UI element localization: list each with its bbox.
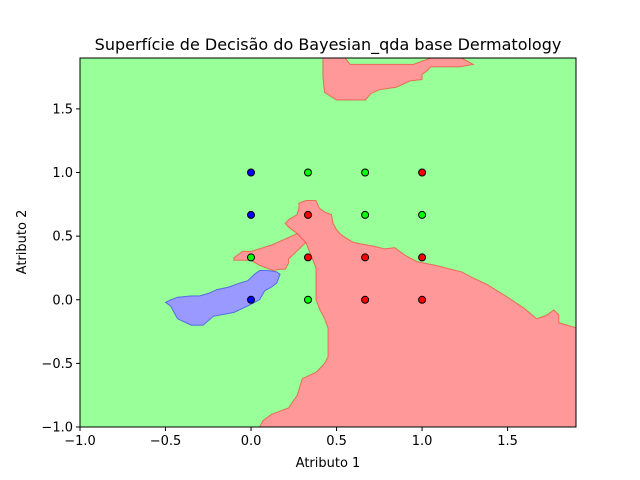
region-red-0 — [322, 57, 475, 101]
point-green-3 — [418, 210, 427, 219]
point-red-3 — [361, 253, 370, 262]
point-green-0 — [304, 168, 312, 177]
y-tick-label: 1.0 — [52, 166, 73, 181]
y-tick-label: −0.5 — [41, 357, 73, 372]
y-tick-label: 1.5 — [52, 102, 73, 117]
point-red-0 — [418, 168, 427, 177]
x-axis-label: Atributo 1 — [296, 456, 361, 471]
y-axis-label: Atributo 2 — [15, 210, 30, 275]
point-green-2 — [361, 210, 370, 219]
point-green-1 — [361, 168, 370, 177]
region-red-2 — [258, 200, 577, 428]
y-tick-label: −1.0 — [41, 421, 73, 436]
point-red-5 — [361, 295, 370, 304]
y-tick-label: 0.0 — [52, 293, 73, 308]
chart-title: Superfície de Decisão do Bayesian_qda ba… — [95, 35, 562, 55]
point-red-1 — [304, 210, 312, 219]
x-tick-label: 1.5 — [497, 434, 518, 449]
point-red-6 — [418, 295, 427, 304]
point-blue-1 — [247, 210, 255, 219]
point-green-4 — [247, 253, 255, 262]
plot-frame — [79, 57, 577, 428]
x-tick-label: 0.0 — [241, 434, 262, 449]
x-tick-label: 0.5 — [326, 434, 347, 449]
x-axis-ticks: −1.0 −0.5 0.0 0.5 1.0 1.5 — [64, 427, 518, 449]
point-red-2 — [304, 253, 312, 262]
y-axis-ticks: −1.0 −0.5 0.0 0.5 1.0 1.5 — [41, 102, 80, 436]
region-red-1 — [233, 233, 307, 272]
region-blue-3 — [164, 270, 281, 326]
x-tick-label: −0.5 — [150, 434, 182, 449]
point-red-4 — [418, 253, 427, 262]
data-points — [247, 168, 427, 304]
point-blue-0 — [247, 168, 255, 177]
x-tick-label: 1.0 — [412, 434, 433, 449]
decision-regions — [164, 57, 577, 428]
x-tick-label: −1.0 — [64, 434, 96, 449]
point-blue-2 — [247, 295, 255, 304]
y-tick-label: 0.5 — [52, 230, 73, 245]
point-green-5 — [304, 295, 312, 304]
